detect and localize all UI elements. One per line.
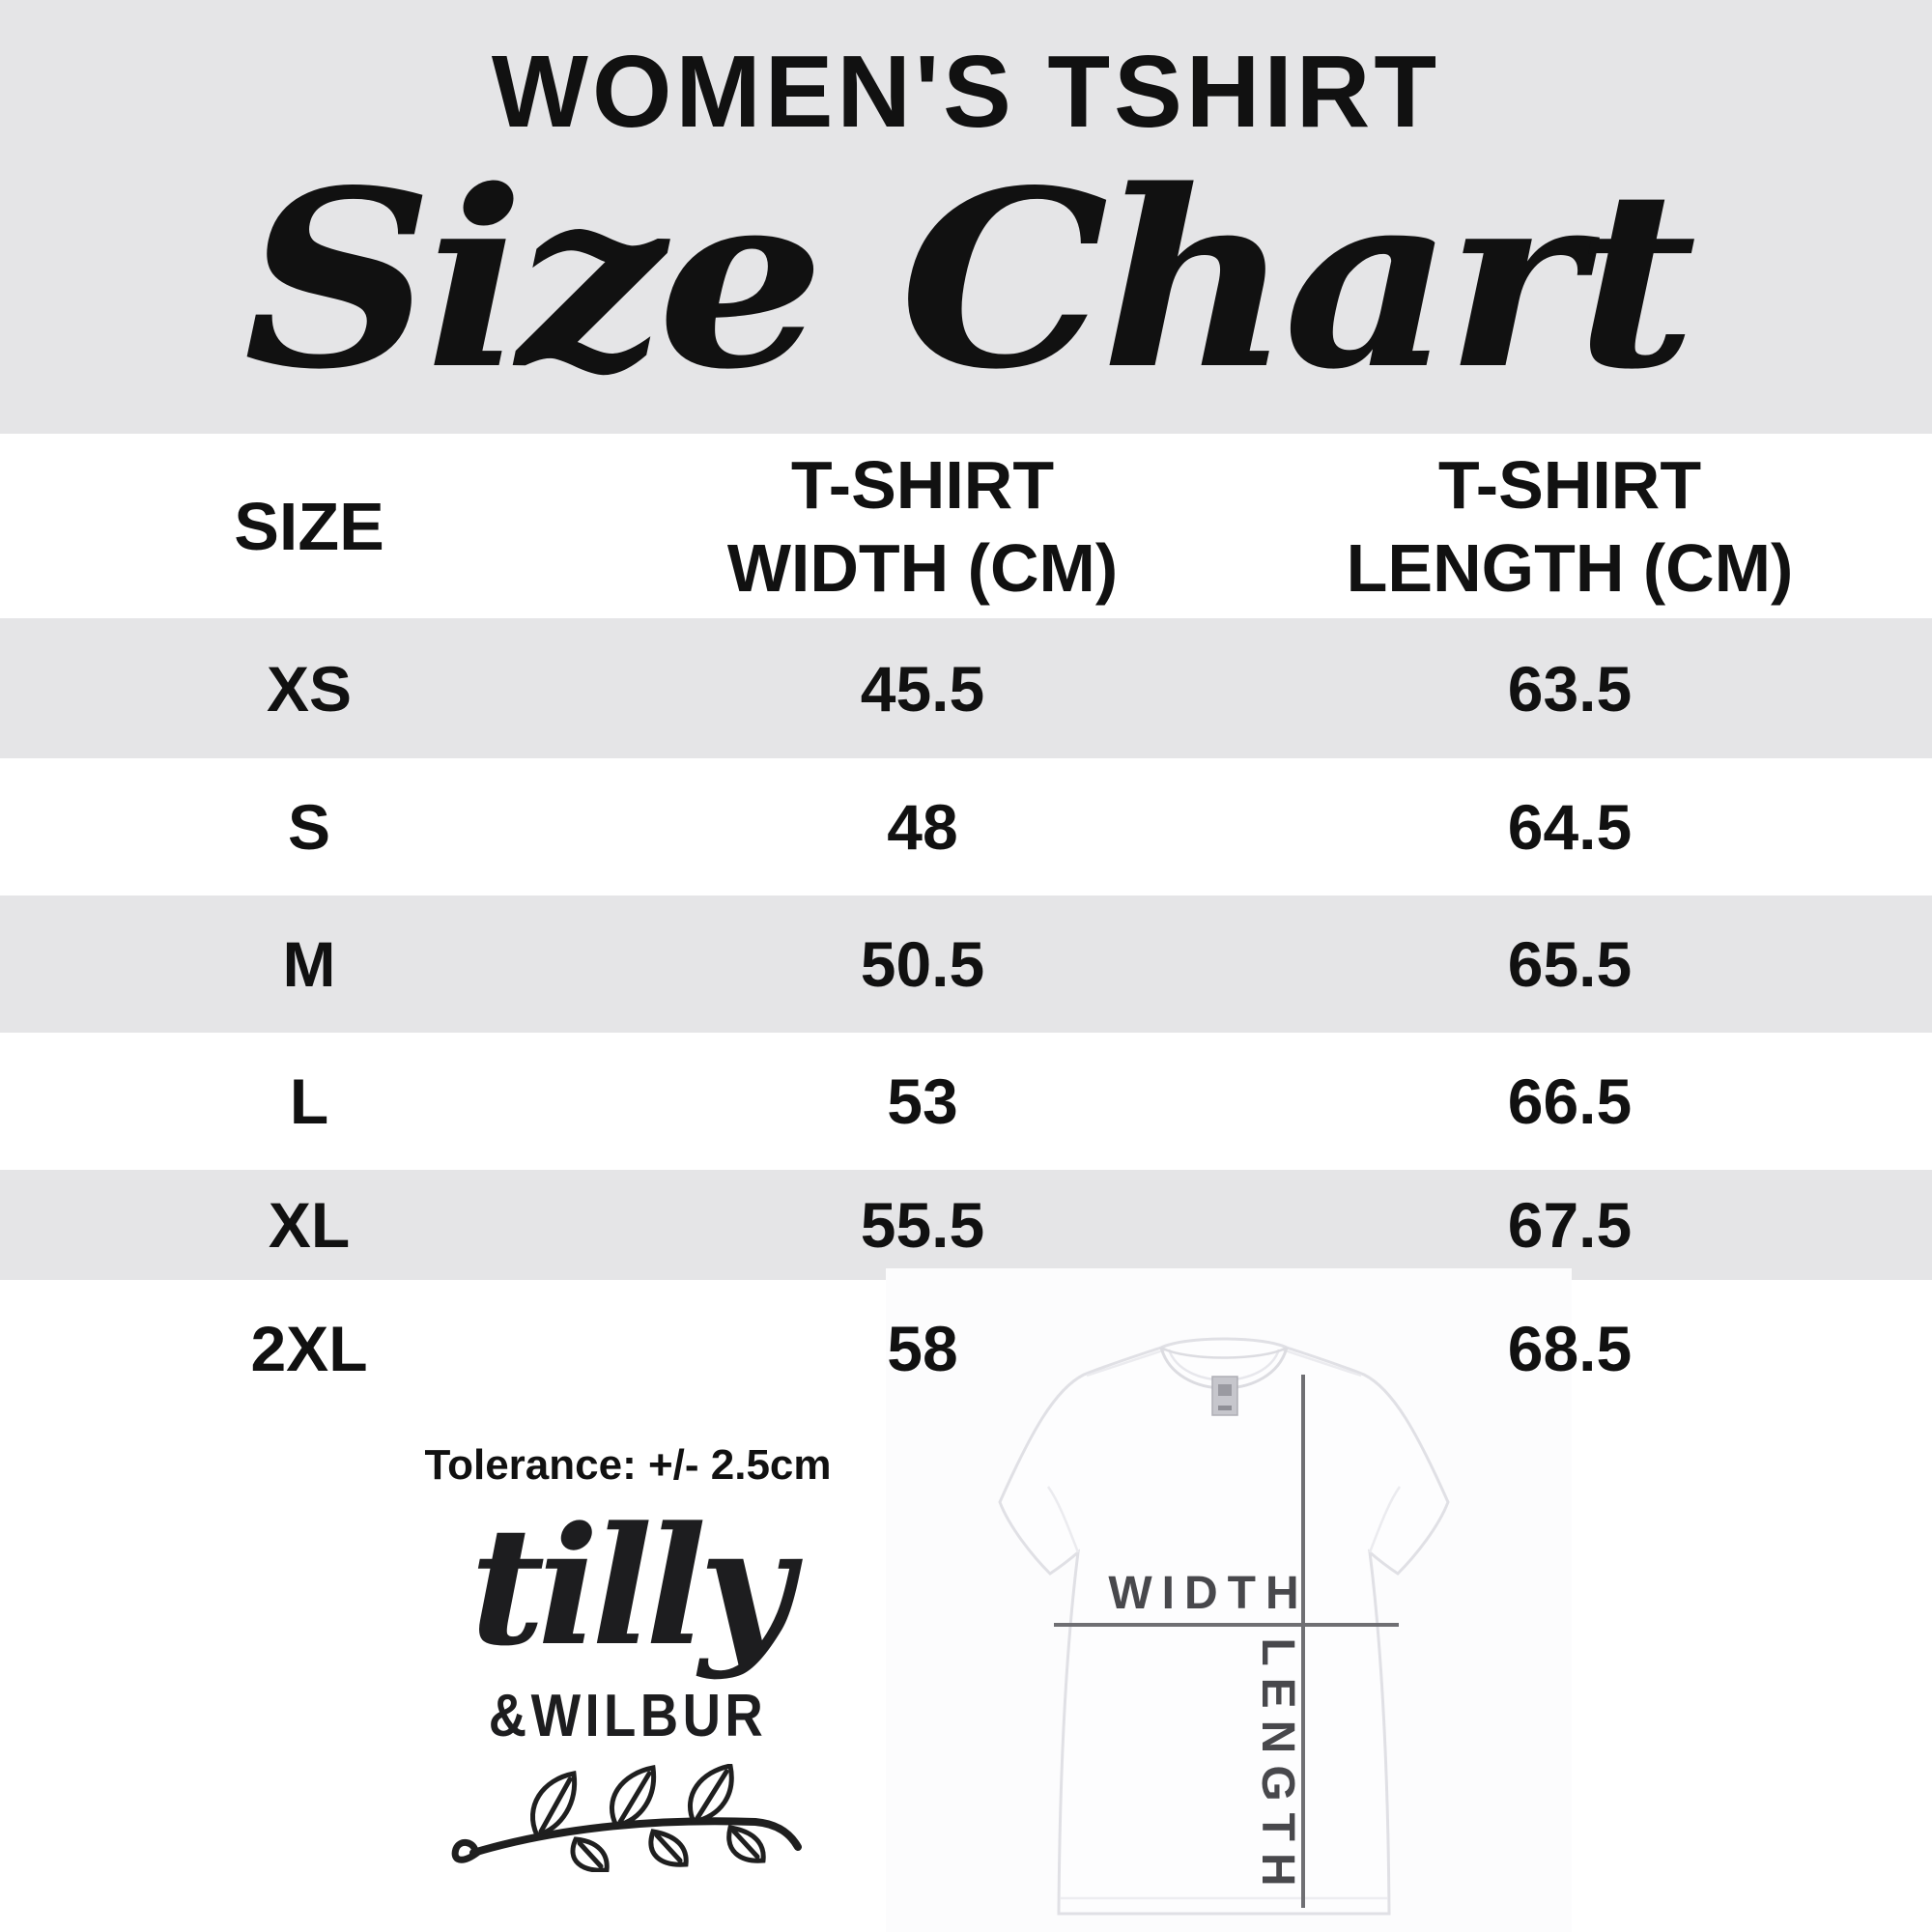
table-row: L 53 66.5	[0, 1033, 1932, 1170]
brand-name-caps: &WILBUR	[488, 1682, 768, 1749]
tshirt-diagram: WIDTH LENGTH	[886, 1268, 1572, 1932]
column-header-size: SIZE	[68, 434, 551, 618]
table-row: M 50.5 65.5	[0, 895, 1932, 1033]
brand-name-script: tilly	[469, 1491, 794, 1682]
page-title: Size Chart	[243, 137, 1697, 423]
width-value: 48	[887, 791, 958, 863]
length-value: 66.5	[1507, 1065, 1633, 1137]
width-value: 53	[887, 1065, 958, 1137]
brand-logo: tilly &WILBUR	[377, 1497, 879, 1877]
laurel-branch-icon	[377, 1762, 879, 1877]
length-value: 63.5	[1507, 652, 1633, 724]
size-value: XS	[266, 652, 353, 724]
table-row: 2XL 58 68.5	[0, 1280, 1932, 1417]
column-header-line: LENGTH (CM)	[1346, 529, 1794, 606]
column-header-width: T-SHIRT WIDTH (CM)	[633, 434, 1212, 618]
width-label: WIDTH	[1108, 1568, 1308, 1619]
width-value: 58	[887, 1313, 958, 1384]
tolerance-note: Tolerance: +/- 2.5cm	[424, 1441, 832, 1489]
width-value: 55.5	[860, 1189, 985, 1261]
size-value: M	[282, 928, 336, 1000]
page-subtitle: WOMEN'S TSHIRT	[491, 35, 1441, 149]
table-row: XS 45.5 63.5	[0, 618, 1932, 758]
length-value: 67.5	[1507, 1189, 1633, 1261]
size-value: XL	[268, 1189, 351, 1261]
header-band	[0, 0, 1932, 434]
length-value: 64.5	[1507, 791, 1633, 863]
width-value: 45.5	[860, 652, 985, 724]
size-value: S	[287, 791, 331, 863]
column-header-line: WIDTH (CM)	[726, 529, 1119, 606]
size-value: L	[289, 1065, 329, 1137]
size-value: 2XL	[250, 1313, 368, 1384]
column-header-line: T-SHIRT	[790, 446, 1055, 523]
length-value: 68.5	[1507, 1313, 1633, 1384]
column-header-length: T-SHIRT LENGTH (CM)	[1280, 434, 1860, 618]
table-row: XL 55.5 67.5	[0, 1170, 1932, 1280]
length-label: LENGTH	[1252, 1637, 1303, 1897]
column-header-line: T-SHIRT	[1437, 446, 1702, 523]
width-value: 50.5	[860, 928, 985, 1000]
table-row: S 48 64.5	[0, 758, 1932, 895]
column-header-line: SIZE	[234, 488, 384, 564]
length-value: 65.5	[1507, 928, 1633, 1000]
